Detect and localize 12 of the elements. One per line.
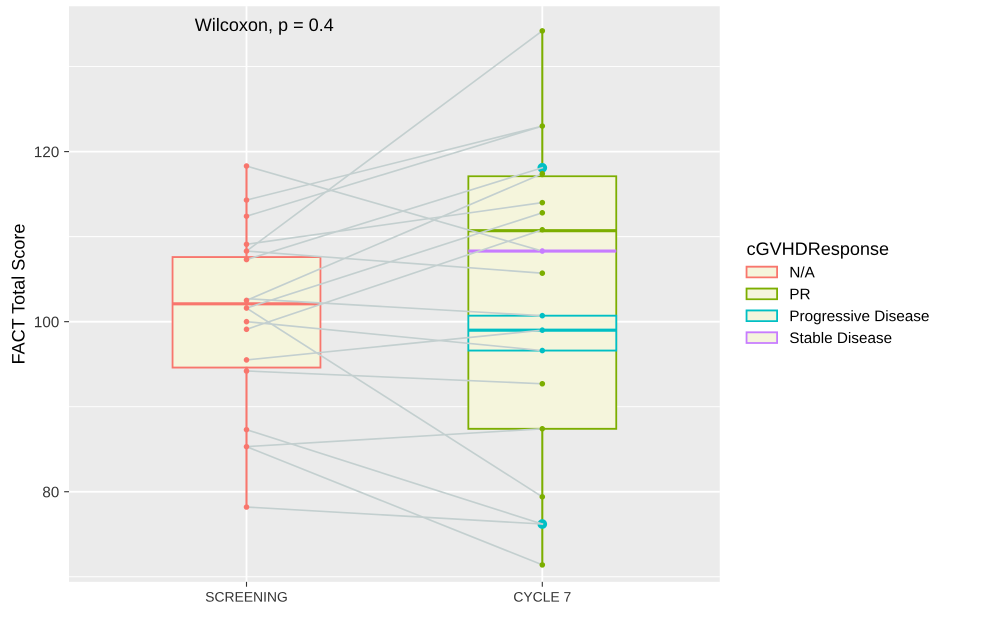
y-tick-label: 120 (34, 146, 59, 158)
y-tick-label: 80 (42, 486, 59, 498)
x-tick-label: SCREENING (206, 592, 287, 602)
annotation: Wilcoxon, p = 0.4 (194, 18, 334, 35)
x-tick-label: CYCLE 7 (514, 592, 571, 602)
legend-label: Stable Disease (790, 332, 892, 344)
legend-label: PR (790, 288, 810, 300)
y-axis-title: FACT Total Score (11, 224, 25, 363)
legend-label: N/A (790, 266, 815, 278)
y-tick-label: 100 (34, 316, 59, 328)
legend-title: cGVHDResponse (747, 242, 888, 259)
legend-label: Progressive Disease (790, 310, 929, 324)
